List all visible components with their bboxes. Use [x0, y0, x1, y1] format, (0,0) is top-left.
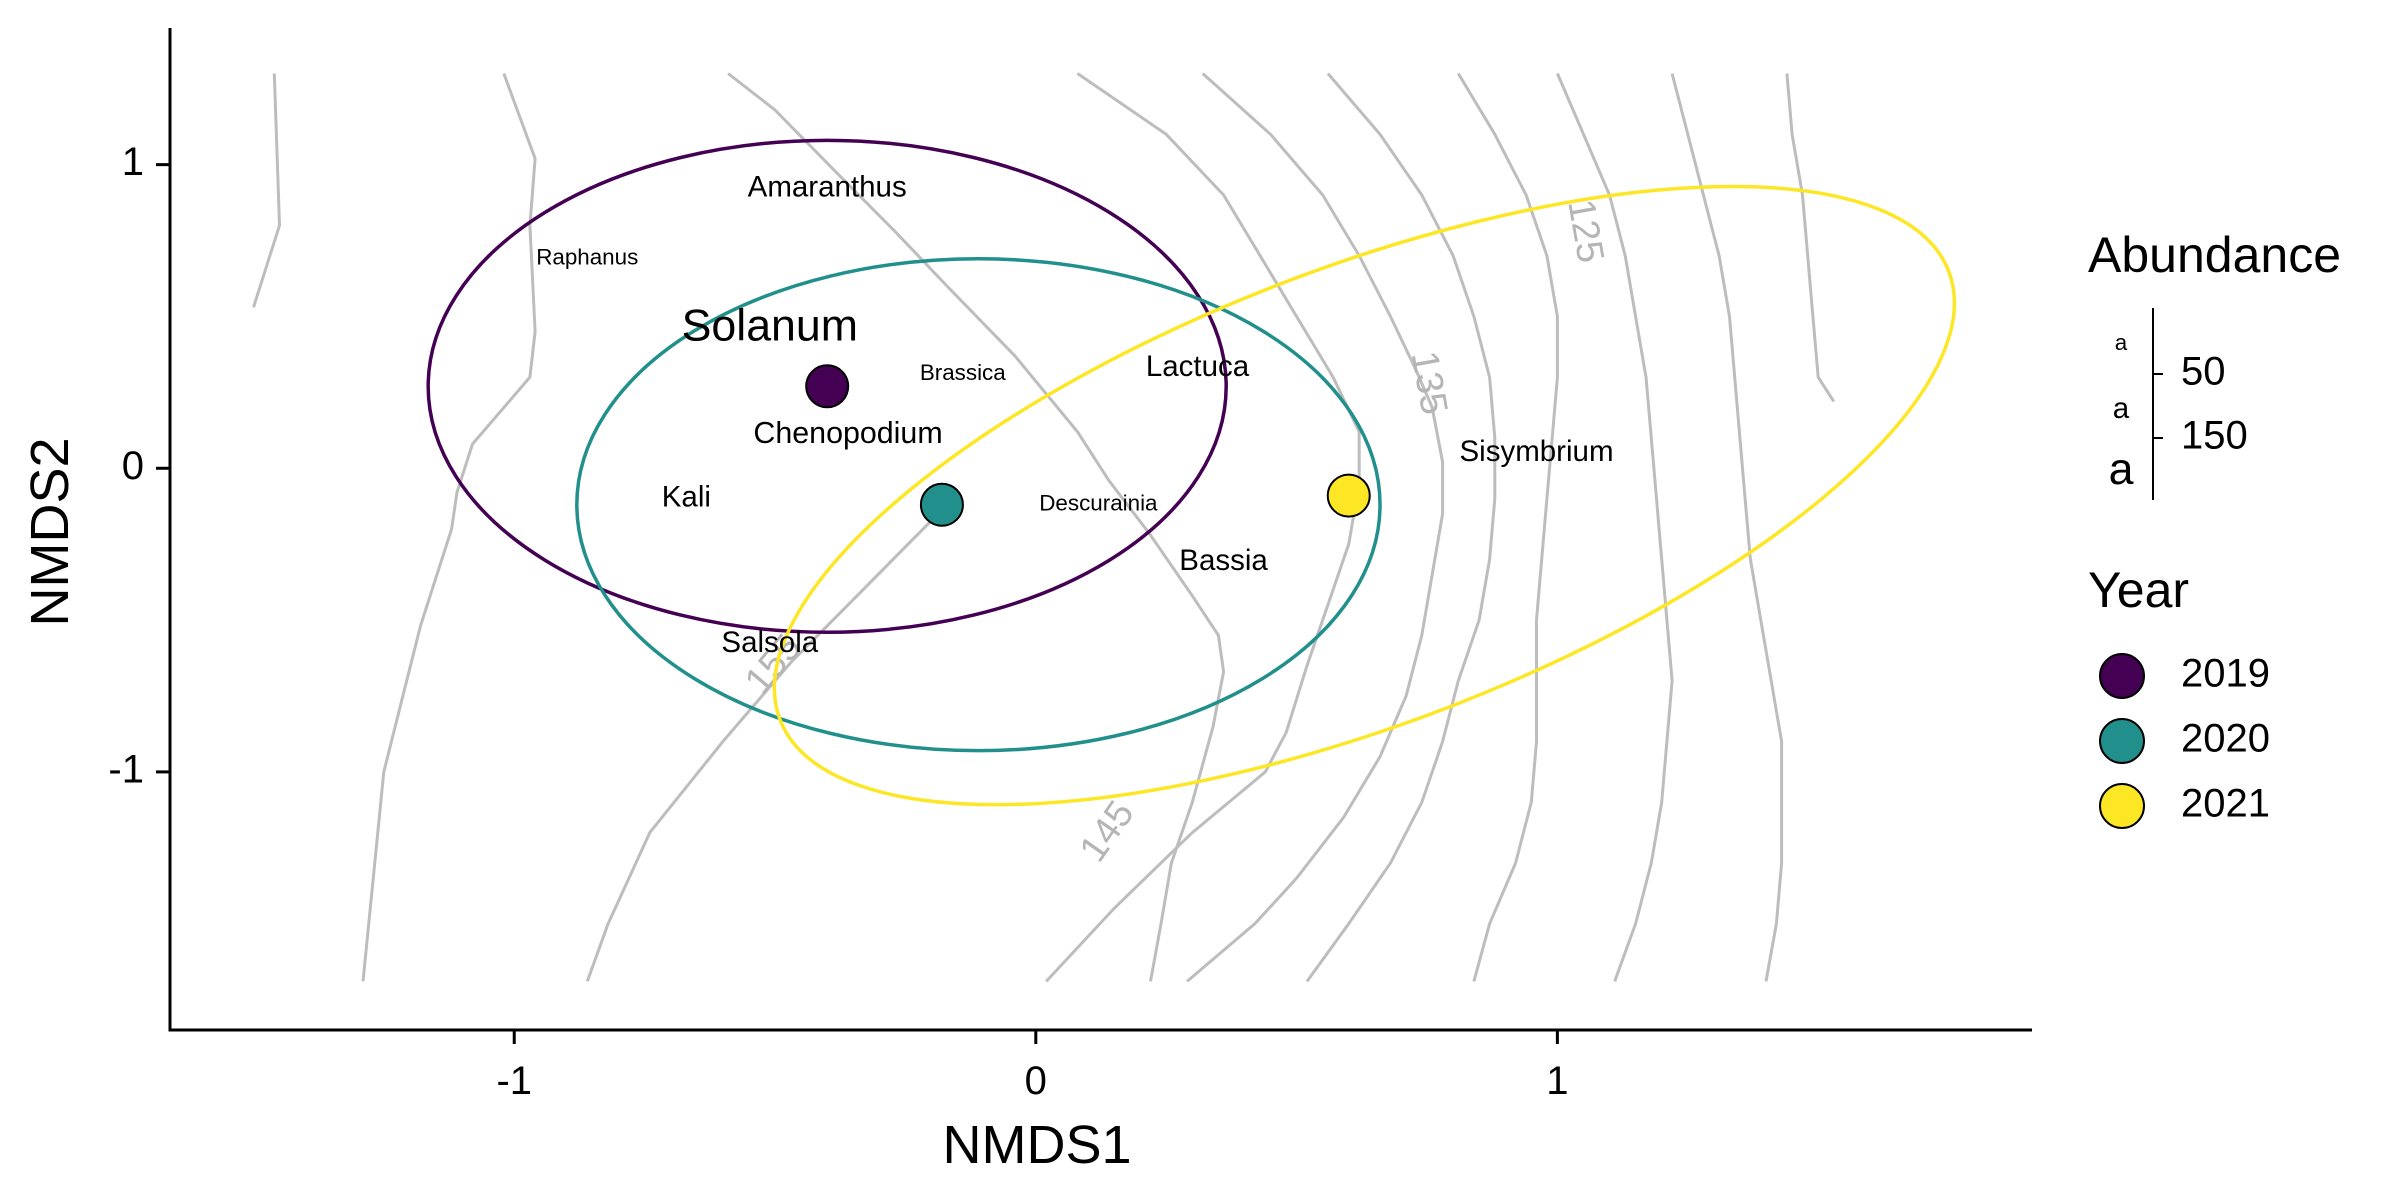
y-tick-label: 0 — [122, 444, 144, 488]
y-tick-label: -1 — [108, 747, 144, 791]
legend-abundance-key-1: a — [2115, 330, 2128, 355]
centroid-2020 — [919, 482, 964, 527]
legend-year-title: Year — [2088, 562, 2189, 618]
ellipse-2019 — [426, 138, 1228, 634]
species-labels: Amaranthus Raphanus Solanum Brassica Lactuca… — [536, 171, 1613, 659]
species-label-solanum: Solanum — [682, 301, 858, 350]
legend-abundance-keys: aaa — [2109, 330, 2134, 494]
centroid-2019 — [805, 364, 850, 409]
y-axis-ticks: -1 0 1 — [108, 140, 170, 791]
year-centroids — [805, 364, 1371, 527]
species-label-bassia: Bassia — [1179, 544, 1268, 577]
legend-abundance-label-150: 150 — [2181, 414, 2248, 458]
legend-year-entries: 2019 2020 2021 — [2099, 652, 2270, 829]
contour-line-5 — [1186, 72, 1445, 983]
ellipse-2021 — [772, 184, 1957, 807]
x-tick-label: -1 — [496, 1059, 532, 1103]
legend-year-label-2020: 2020 — [2181, 717, 2270, 761]
legend-year-swatch-2019 — [2099, 653, 2145, 699]
x-axis-title: NMDS1 — [942, 1115, 1131, 1175]
contour-label-145: 145 — [1072, 793, 1143, 869]
species-label-descurainia: Descurainia — [1039, 491, 1158, 516]
contour-line-2 — [361, 72, 537, 982]
species-label-amaranthus: Amaranthus — [748, 171, 907, 204]
contour-line-7 — [1457, 72, 1559, 982]
legend-year-swatch-2020 — [2099, 718, 2145, 764]
contour-label-125: 125 — [1559, 196, 1611, 266]
x-tick-label: 1 — [1546, 1059, 1568, 1103]
legend-abundance-label-50: 50 — [2181, 350, 2226, 394]
y-tick-label: 1 — [122, 140, 144, 184]
contour-line-3 — [727, 72, 1226, 982]
contour-line-10 — [1785, 73, 1836, 403]
centroid-2021 — [1326, 473, 1371, 518]
contour-lines — [252, 72, 1836, 983]
species-label-raphanus: Raphanus — [536, 245, 638, 270]
contour-line-1 — [252, 73, 282, 308]
legend-abundance-key-2: a — [2113, 392, 2130, 425]
axes: -1 0 1 -1 0 1 NMDS1 NMDS2 — [20, 28, 2032, 1175]
contour-label-135: 135 — [1403, 348, 1455, 418]
ellipse-2020 — [575, 257, 1382, 753]
legend-year-label-2021: 2021 — [2181, 782, 2270, 826]
species-label-brassica: Brassica — [920, 360, 1006, 385]
legend-abundance-title: Abundance — [2088, 227, 2341, 283]
contour-line-11 — [585, 503, 949, 982]
species-label-salsola: Salsola — [721, 626, 818, 659]
legend-year-swatch-2021 — [2099, 783, 2145, 829]
x-tick-label: 0 — [1025, 1059, 1047, 1103]
contour-line-6 — [1305, 72, 1497, 983]
legend-abundance-key-3: a — [2109, 445, 2134, 494]
confidence-ellipses — [426, 138, 1957, 807]
legend-year-label-2019: 2019 — [2181, 652, 2270, 696]
species-label-kali: Kali — [662, 480, 711, 513]
contour-line-8 — [1556, 72, 1674, 982]
contour-line-9 — [1670, 73, 1784, 982]
species-label-chenopodium: Chenopodium — [753, 416, 942, 450]
y-axis-title: NMDS2 — [20, 437, 80, 626]
species-label-sisymbrium: Sisymbrium — [1459, 435, 1613, 468]
species-label-lactuca: Lactuca — [1146, 350, 1250, 383]
x-axis-ticks: -1 0 1 — [496, 1030, 1568, 1103]
